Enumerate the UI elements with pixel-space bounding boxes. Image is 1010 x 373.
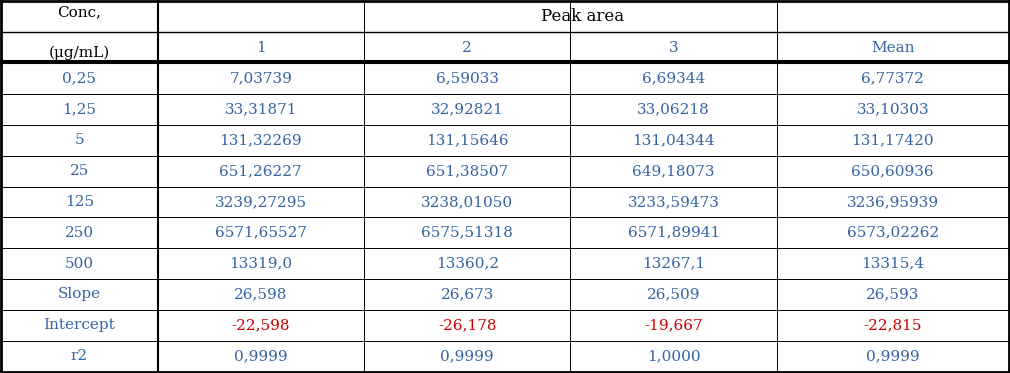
Text: 0,9999: 0,9999 (234, 349, 288, 363)
Text: 6,77372: 6,77372 (862, 72, 924, 85)
Text: 651,26227: 651,26227 (219, 164, 302, 178)
Text: 131,32269: 131,32269 (219, 133, 302, 147)
Text: -22,815: -22,815 (864, 318, 922, 332)
Text: -19,667: -19,667 (644, 318, 703, 332)
Text: 6571,65527: 6571,65527 (215, 226, 307, 240)
Text: r2: r2 (71, 349, 88, 363)
Text: 6573,02262: 6573,02262 (846, 226, 939, 240)
Text: 1,0000: 1,0000 (646, 349, 701, 363)
Text: 6,69344: 6,69344 (642, 72, 705, 85)
Text: 3: 3 (669, 41, 679, 55)
Text: 7,03739: 7,03739 (229, 72, 292, 85)
Text: 0,9999: 0,9999 (440, 349, 494, 363)
Text: 0,25: 0,25 (63, 72, 96, 85)
Text: 6,59033: 6,59033 (435, 72, 499, 85)
Text: 3239,27295: 3239,27295 (215, 195, 307, 209)
Text: Conc,: Conc, (58, 5, 101, 19)
Text: 13315,4: 13315,4 (862, 257, 924, 271)
Text: 26,509: 26,509 (647, 288, 701, 301)
Text: -22,598: -22,598 (231, 318, 290, 332)
Text: 33,06218: 33,06218 (637, 102, 710, 116)
Text: 651,38507: 651,38507 (426, 164, 508, 178)
Text: 3236,95939: 3236,95939 (846, 195, 939, 209)
Text: 0,9999: 0,9999 (866, 349, 919, 363)
Text: Peak area: Peak area (541, 8, 624, 25)
Text: 3238,01050: 3238,01050 (421, 195, 513, 209)
Text: 25: 25 (70, 164, 89, 178)
Text: 13319,0: 13319,0 (229, 257, 292, 271)
Text: 125: 125 (65, 195, 94, 209)
Text: 26,593: 26,593 (867, 288, 919, 301)
Text: 649,18073: 649,18073 (632, 164, 715, 178)
Text: 2: 2 (463, 41, 472, 55)
Text: Slope: Slope (58, 288, 101, 301)
Text: 131,17420: 131,17420 (851, 133, 934, 147)
Text: 26,598: 26,598 (234, 288, 288, 301)
Text: 13360,2: 13360,2 (435, 257, 499, 271)
Text: 1: 1 (256, 41, 266, 55)
Text: -26,178: -26,178 (438, 318, 497, 332)
Text: 13267,1: 13267,1 (642, 257, 705, 271)
Text: 131,04344: 131,04344 (632, 133, 715, 147)
Text: 650,60936: 650,60936 (851, 164, 934, 178)
Text: 33,10303: 33,10303 (856, 102, 929, 116)
Text: (μg/mL): (μg/mL) (48, 46, 110, 60)
Text: 26,673: 26,673 (440, 288, 494, 301)
Text: Intercept: Intercept (43, 318, 115, 332)
Text: 250: 250 (65, 226, 94, 240)
Text: 1,25: 1,25 (63, 102, 96, 116)
Text: 33,31871: 33,31871 (224, 102, 297, 116)
Text: 3233,59473: 3233,59473 (628, 195, 720, 209)
Text: 32,92821: 32,92821 (431, 102, 504, 116)
Text: 500: 500 (65, 257, 94, 271)
Text: 5: 5 (75, 133, 84, 147)
Text: 131,15646: 131,15646 (426, 133, 509, 147)
Text: 6571,89941: 6571,89941 (627, 226, 720, 240)
Text: 6575,51318: 6575,51318 (421, 226, 513, 240)
Text: Mean: Mean (871, 41, 914, 55)
